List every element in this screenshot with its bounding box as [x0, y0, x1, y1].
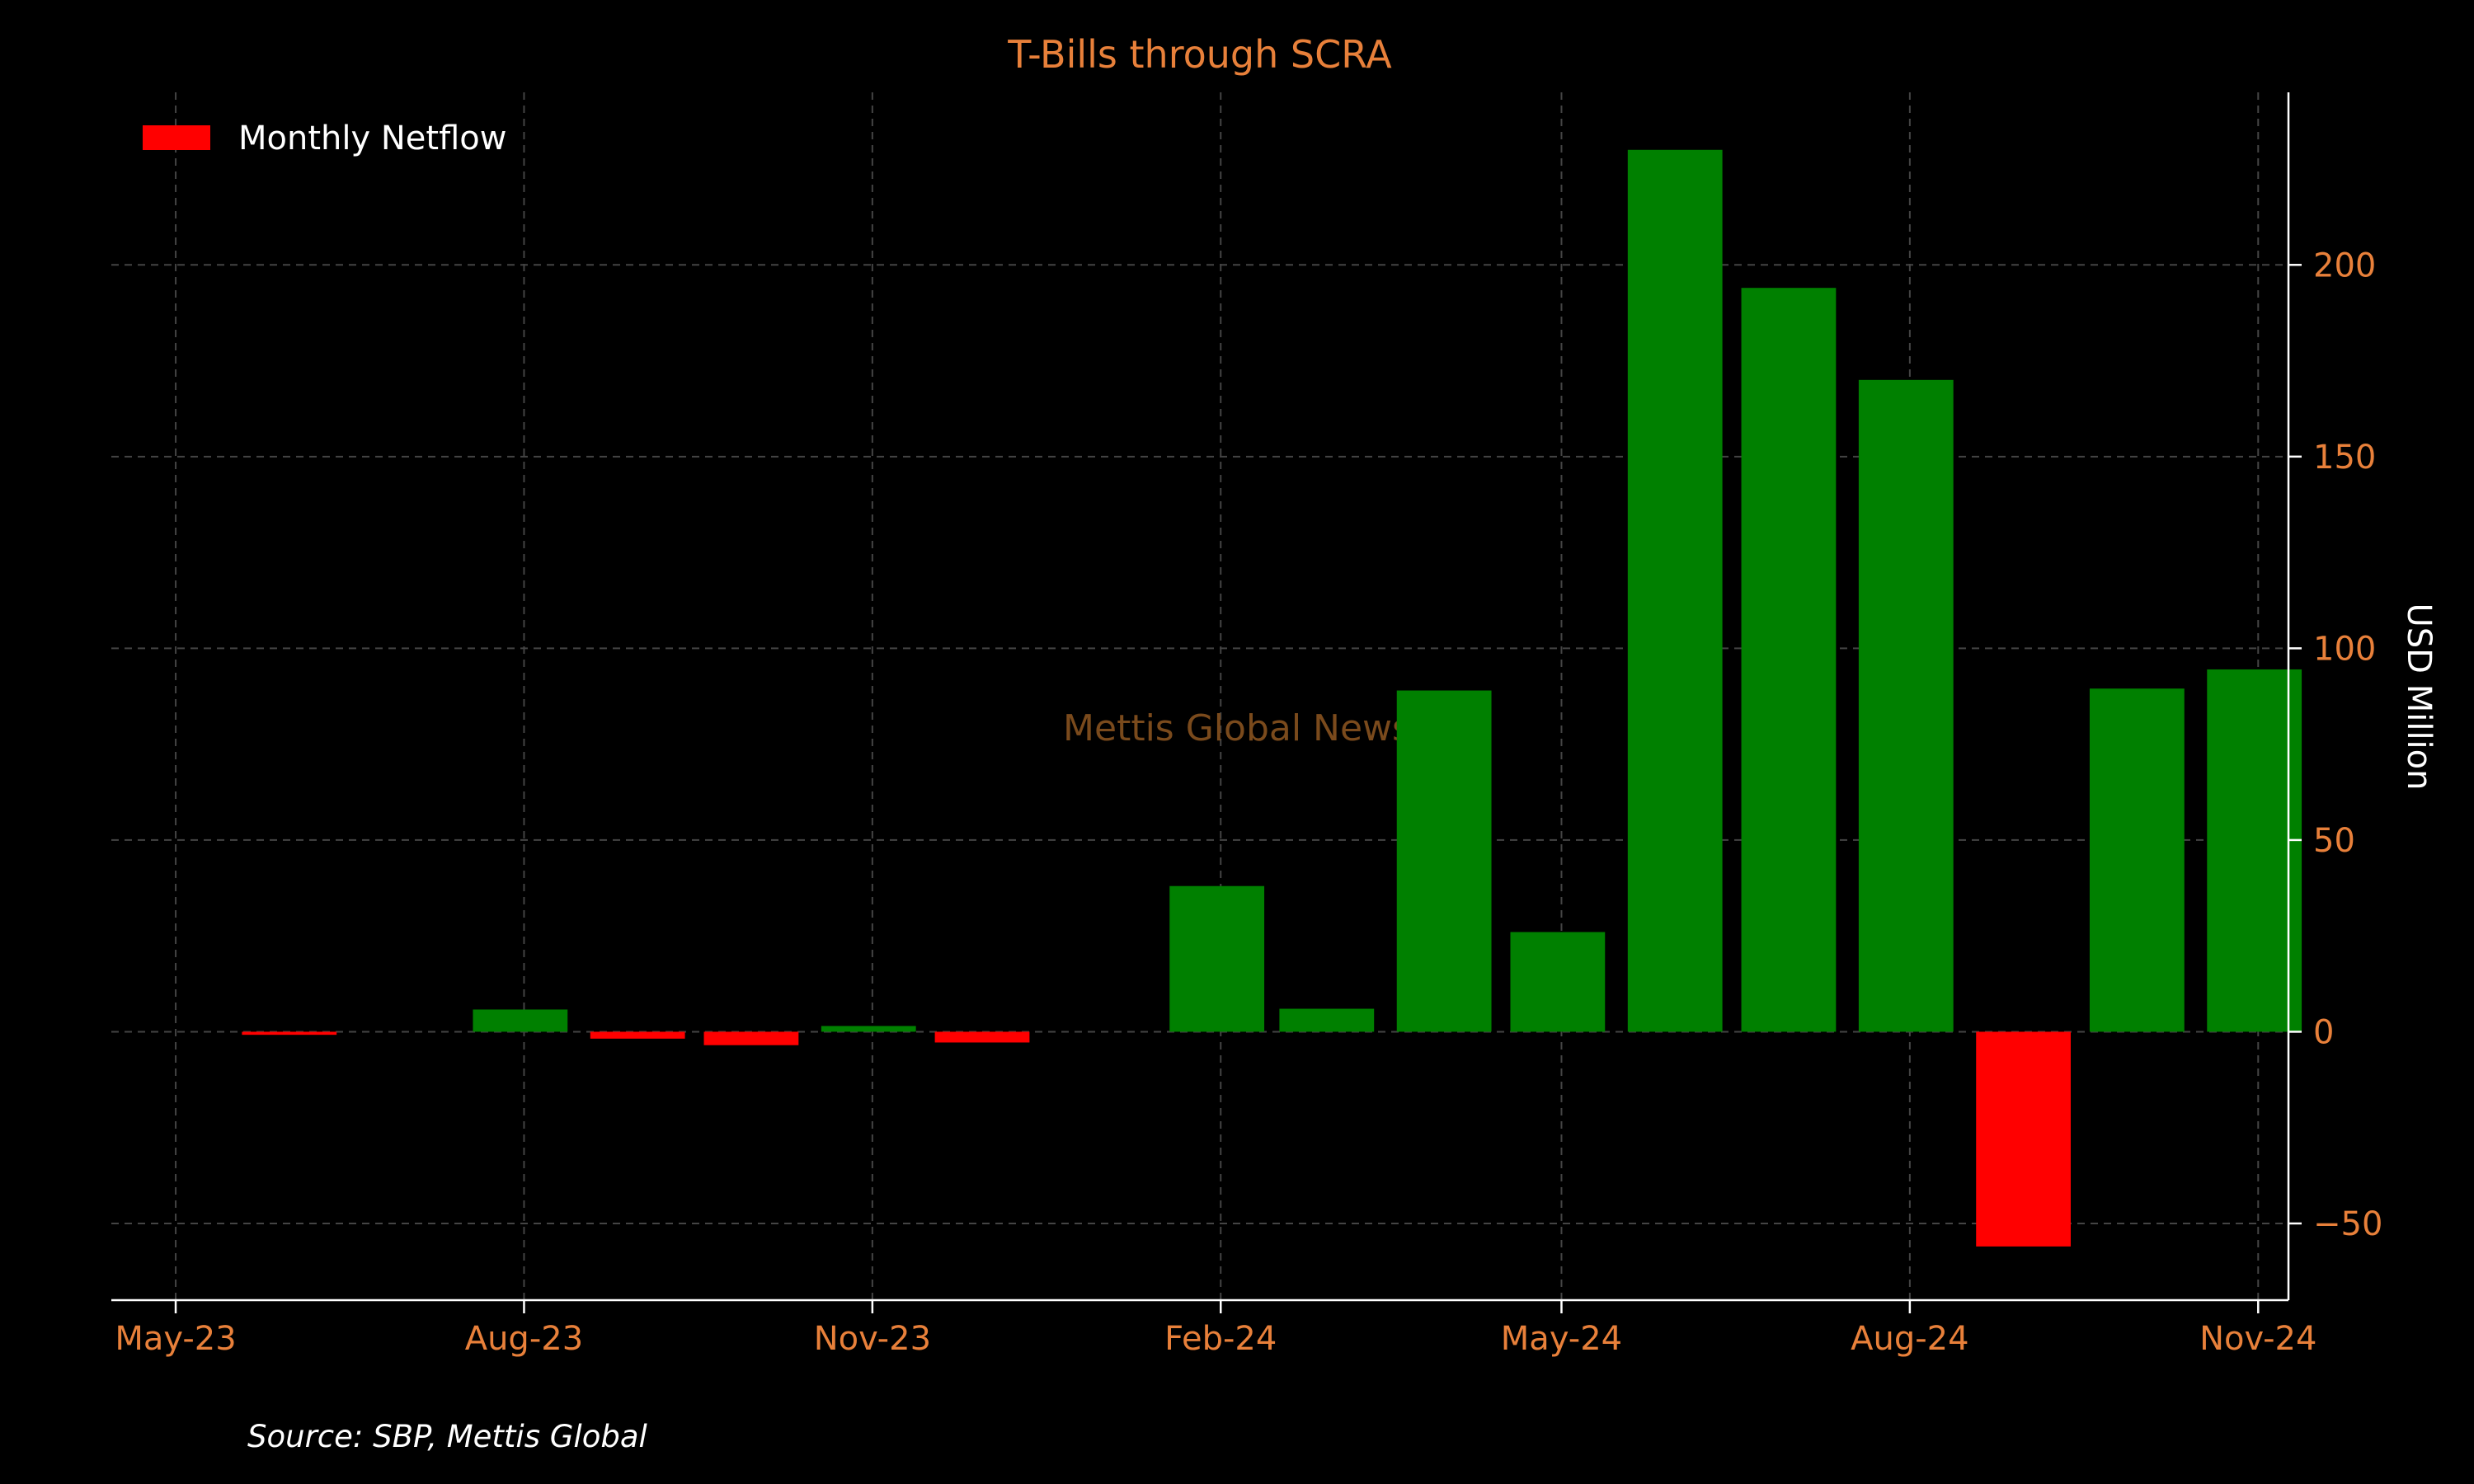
watermark-text: Mettis Global News	[1063, 707, 1411, 749]
bar	[1510, 932, 1606, 1032]
y-axis-label: USD Million	[2400, 603, 2438, 791]
bar	[1396, 690, 1492, 1032]
x-tick-label: May-23	[115, 1320, 236, 1358]
bar	[821, 1026, 916, 1032]
x-tick-label: Feb-24	[1164, 1320, 1277, 1358]
bar	[242, 1031, 337, 1036]
x-tick-label: Nov-24	[2199, 1320, 2316, 1358]
y-tick-label: 100	[2313, 630, 2376, 668]
bar	[934, 1031, 1030, 1043]
y-tick-label: −50	[2313, 1205, 2382, 1243]
chart-title: T-Bills through SCRA	[1007, 32, 1392, 77]
y-tick-label: 0	[2313, 1013, 2334, 1051]
x-tick-label: May-24	[1501, 1320, 1622, 1358]
bar	[1741, 288, 1837, 1032]
x-tick-label: Aug-24	[1851, 1320, 1968, 1358]
bar	[1976, 1031, 2071, 1247]
legend-label: Monthly Netflow	[238, 120, 506, 157]
x-axis-ticks: May-23 Aug-23 Nov-23 Feb-24 May-24 Aug-24 Nov-…	[115, 1300, 2316, 1358]
bar	[590, 1031, 685, 1039]
y-tick-label: 50	[2313, 822, 2355, 860]
bar	[2207, 669, 2302, 1032]
legend: Monthly Netflow	[143, 120, 506, 157]
bar	[1627, 149, 1723, 1032]
bar	[1858, 379, 1954, 1032]
bar	[703, 1031, 799, 1045]
y-tick-label: 150	[2313, 439, 2376, 477]
bar	[1169, 885, 1265, 1032]
grid-lines	[111, 92, 2288, 1300]
bar	[1279, 1008, 1375, 1032]
y-axis-ticks: −50 0 50 100 150 200	[2288, 247, 2382, 1243]
source-note: Source: SBP, Mettis Global	[247, 1419, 647, 1454]
bar	[2089, 688, 2185, 1032]
legend-swatch	[143, 125, 210, 150]
axes	[111, 92, 2290, 1302]
x-tick-label: Aug-23	[465, 1320, 583, 1358]
x-tick-label: Nov-23	[814, 1320, 931, 1358]
y-tick-label: 200	[2313, 247, 2376, 284]
bars	[242, 149, 2302, 1247]
bar	[473, 1009, 568, 1032]
